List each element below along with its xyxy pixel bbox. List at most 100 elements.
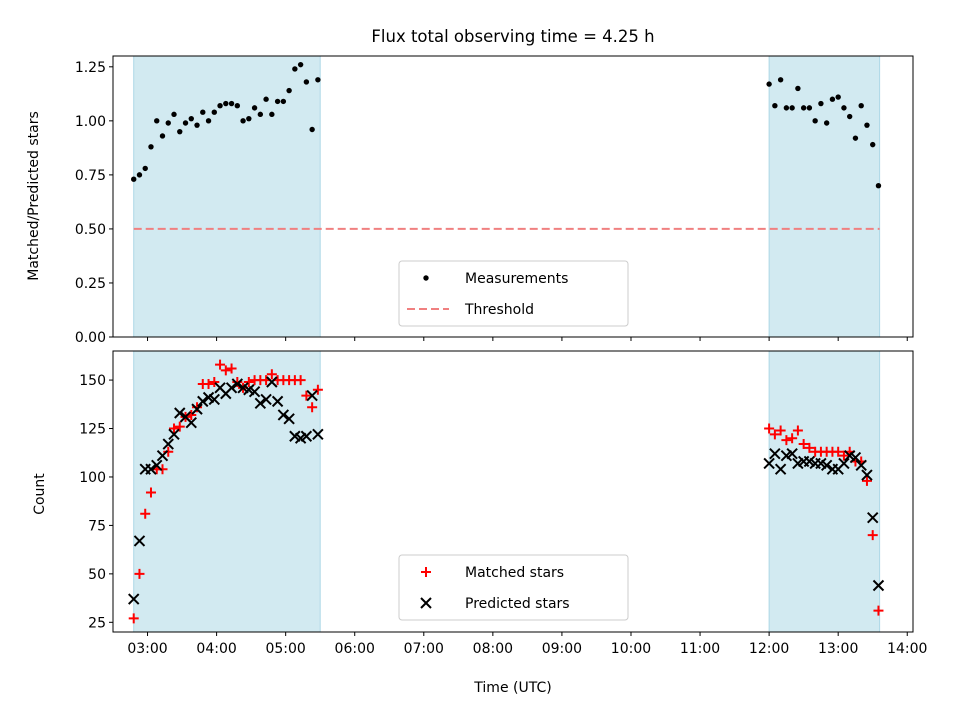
matched-star-point xyxy=(792,425,803,436)
measurement-point xyxy=(165,120,171,126)
matched-star-point xyxy=(867,530,878,541)
measurement-point xyxy=(182,120,189,126)
matched-star-point xyxy=(873,605,884,616)
y-tick-label: 0.00 xyxy=(75,330,106,346)
chart-title: Flux total observing time = 4.25 h xyxy=(371,27,654,46)
y-tick-label: 125 xyxy=(79,422,106,438)
observing-window-1 xyxy=(768,55,881,338)
measurement-point xyxy=(154,118,160,124)
matched-star-point xyxy=(769,429,780,440)
legend-predicted-swatch xyxy=(420,597,432,609)
top-panel-ratio: 0.00 0.25 0.50 0.75 1.00 1.25 Matched/Predicte… xyxy=(26,55,914,346)
measurement-point xyxy=(789,105,795,111)
measurement-point xyxy=(841,105,847,111)
x-tick-label: 11:00 xyxy=(680,641,720,657)
measurement-point xyxy=(297,61,304,68)
matched-star-point xyxy=(804,442,815,453)
measurement-point xyxy=(223,100,229,107)
legend-matched-swatch xyxy=(421,567,431,577)
matched-star-point xyxy=(266,369,277,380)
y-tick-label: 25 xyxy=(88,615,106,631)
predicted-star-point xyxy=(306,389,318,402)
measurement-point xyxy=(846,113,853,120)
matched-star-point xyxy=(157,464,168,475)
y-tick-label: 1.00 xyxy=(75,114,106,130)
legend-label: Predicted stars xyxy=(465,596,570,612)
predicted-star-point xyxy=(867,511,879,524)
matched-star-point xyxy=(203,378,214,389)
legend-label: Matched stars xyxy=(465,565,564,581)
predicted-star-point xyxy=(254,397,267,410)
measurement-point xyxy=(858,103,864,109)
measurement-point xyxy=(159,133,166,139)
measurement-point xyxy=(142,165,148,172)
predicted-star-point xyxy=(872,579,885,592)
predicted-star-point xyxy=(849,451,862,464)
matched-star-point xyxy=(781,435,792,446)
predicted-star-point xyxy=(225,382,238,394)
measurement-point xyxy=(217,103,223,109)
measurement-point xyxy=(852,135,859,141)
x-tick-label: 05:00 xyxy=(265,641,305,657)
matched-star-point xyxy=(861,475,872,486)
measurement-point xyxy=(292,66,298,72)
y-tick-label: 75 xyxy=(88,518,106,534)
predicted-star-point xyxy=(231,378,244,390)
measurement-point xyxy=(200,109,206,115)
matched-star-point xyxy=(134,568,145,579)
matched-star-point xyxy=(787,433,798,444)
y-tick-label: 0.25 xyxy=(75,276,106,292)
measurement-point xyxy=(280,98,287,105)
predicted-star-point xyxy=(769,448,781,460)
y-axis-label: Matched/Predicted stars xyxy=(26,111,42,281)
measurement-point xyxy=(171,111,177,118)
predicted-star-point xyxy=(312,428,324,441)
predicted-star-point xyxy=(283,413,295,425)
y-tick-label: 1.25 xyxy=(75,60,106,76)
predicted-star-point xyxy=(162,438,174,450)
legend-label: Threshold xyxy=(464,302,534,318)
x-tick-label: 07:00 xyxy=(404,641,444,657)
predicted-star-point xyxy=(248,385,261,398)
legend-label: Measurements xyxy=(465,271,568,287)
matched-star-point xyxy=(226,363,237,374)
axes-frame xyxy=(112,55,914,338)
predicted-star-point xyxy=(208,393,221,406)
y-tick-label: 50 xyxy=(88,567,106,583)
measurement-point xyxy=(286,87,292,94)
matched-star-point xyxy=(140,508,151,519)
measurement-point xyxy=(309,126,315,133)
predicted-star-point xyxy=(128,593,140,605)
matched-star-point xyxy=(243,377,254,388)
measurement-point xyxy=(228,100,235,107)
predicted-star-point xyxy=(774,463,787,475)
measurement-point xyxy=(205,118,212,124)
measurement-point xyxy=(246,115,252,122)
matched-star-point xyxy=(145,487,156,498)
y-axis-label: Count xyxy=(32,473,48,515)
measurement-point xyxy=(251,105,258,111)
measurement-point xyxy=(823,120,830,126)
matched-star-point xyxy=(833,446,844,457)
x-tick-label: 04:00 xyxy=(196,641,236,657)
measurement-point xyxy=(148,144,154,150)
measurement-point xyxy=(269,111,275,118)
measurement-point xyxy=(274,98,281,105)
observing-window-0 xyxy=(133,350,321,633)
measurement-point xyxy=(257,111,264,118)
measurement-point xyxy=(870,141,876,148)
legend-box xyxy=(398,260,629,327)
matched-star-point xyxy=(764,423,775,434)
y-tick-label: 0.75 xyxy=(75,168,106,184)
matched-star-point xyxy=(169,423,180,434)
legend-measurement-swatch xyxy=(423,275,429,281)
matched-star-point xyxy=(163,446,174,457)
measurement-point xyxy=(864,122,870,128)
x-tick-label: 06:00 xyxy=(335,641,375,657)
measurement-point xyxy=(211,109,217,115)
measurement-point xyxy=(812,118,818,124)
predicted-star-point xyxy=(145,463,157,475)
predicted-star-point xyxy=(786,448,798,460)
predicted-star-point xyxy=(185,416,197,429)
